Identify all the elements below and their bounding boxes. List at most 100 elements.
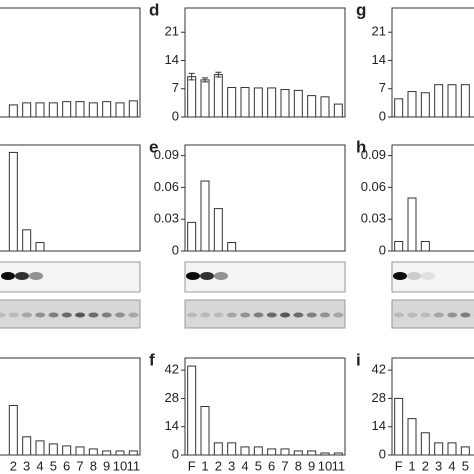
- blot-band: [61, 312, 72, 318]
- bar: [293, 89, 303, 118]
- y-tick-label: 7: [172, 80, 179, 95]
- x-tick-label: 4: [36, 458, 43, 473]
- x-tick-label: 7: [281, 458, 288, 473]
- x-tick-label: 10: [113, 458, 127, 473]
- bar: [213, 74, 223, 118]
- y-tick-label: 0.03: [154, 211, 179, 226]
- y-tick-label: 0: [379, 446, 386, 461]
- bar: [200, 180, 210, 252]
- blot-band: [200, 312, 211, 318]
- blot-band: [29, 272, 43, 280]
- x-tick-label: 4: [448, 458, 455, 473]
- bar: [460, 446, 470, 456]
- blot-band: [253, 312, 264, 318]
- x-tick-label: 2: [422, 458, 429, 473]
- plot-frame: [0, 7, 141, 118]
- bar: [62, 101, 72, 118]
- bar: [187, 221, 197, 252]
- bar: [333, 103, 343, 118]
- bar: [200, 406, 210, 456]
- plot-frame: [184, 357, 346, 456]
- y-tick-label: 14: [165, 52, 179, 67]
- panel-label: g: [356, 0, 366, 19]
- blot-band: [101, 312, 112, 318]
- blot-band: [266, 312, 277, 318]
- x-tick-label: 3: [228, 458, 235, 473]
- bar: [267, 448, 277, 456]
- blot-band: [394, 312, 404, 318]
- plot-frame: [184, 144, 346, 252]
- x-tick-label: 6: [63, 458, 70, 473]
- bar: [88, 448, 98, 456]
- x-tick-label: 1: [408, 458, 415, 473]
- blot-band: [213, 312, 224, 318]
- bar: [320, 452, 330, 456]
- y-tick-label: 0.06: [361, 179, 386, 194]
- x-tick-label: 9: [308, 458, 315, 473]
- blot-band: [293, 312, 304, 318]
- y-tick-label: 21: [372, 24, 386, 39]
- blot-band: [226, 312, 237, 318]
- blot-band: [407, 312, 418, 318]
- bar: [227, 242, 237, 252]
- panel-label: h: [356, 137, 366, 156]
- blot-band: [1, 272, 15, 280]
- y-tick-label: 0: [172, 108, 179, 123]
- x-tick-label: 4: [241, 458, 248, 473]
- x-tick-label: 1: [201, 458, 208, 473]
- bar: [407, 91, 417, 118]
- x-tick-label: 9: [103, 458, 110, 473]
- blot-band: [306, 312, 317, 318]
- blot-band: [433, 312, 444, 318]
- bar: [240, 446, 250, 456]
- blot-band: [115, 312, 125, 318]
- bar: [307, 450, 317, 456]
- blot-band: [8, 312, 19, 318]
- error-bar: [215, 71, 222, 78]
- panel-label: i: [356, 350, 361, 369]
- plot-frame: [391, 7, 474, 118]
- x-tick-label: 3: [435, 458, 442, 473]
- bar: [75, 101, 85, 118]
- blot-band: [280, 312, 291, 318]
- bar: [434, 442, 444, 456]
- bar: [187, 365, 197, 456]
- y-tick-label: 28: [165, 390, 179, 405]
- blot-band: [421, 272, 435, 280]
- bar: [102, 450, 112, 456]
- x-tick-label: 10: [318, 458, 332, 473]
- x-tick-label: 3: [23, 458, 30, 473]
- bar: [280, 448, 290, 456]
- y-tick-label: 7: [379, 80, 386, 95]
- bar: [75, 446, 85, 456]
- bar: [35, 242, 45, 252]
- bar: [460, 84, 470, 118]
- bar: [447, 84, 457, 118]
- bar: [62, 445, 72, 456]
- bar: [434, 84, 444, 118]
- y-tick-label: 0.09: [154, 147, 179, 162]
- bar: [253, 446, 263, 456]
- y-tick-label: 0: [379, 108, 386, 123]
- blot-band: [333, 312, 344, 318]
- error-bar: [188, 72, 195, 81]
- blot-band: [21, 312, 32, 318]
- blot-band: [407, 272, 421, 280]
- x-tick-label: 5: [255, 458, 262, 473]
- bar: [115, 450, 125, 456]
- y-tick-label: 42: [372, 362, 386, 377]
- bar: [200, 79, 210, 118]
- blot-band: [420, 312, 431, 318]
- blot-band: [240, 312, 251, 318]
- blot-band: [48, 312, 59, 318]
- bar: [187, 76, 197, 118]
- bar: [22, 102, 32, 118]
- bar: [48, 443, 58, 456]
- blot-band: [15, 272, 29, 280]
- blot-band: [460, 312, 471, 318]
- bar: [35, 440, 45, 456]
- bar: [447, 442, 457, 456]
- blot-2: [184, 299, 346, 329]
- y-tick-label: 0.03: [361, 211, 386, 226]
